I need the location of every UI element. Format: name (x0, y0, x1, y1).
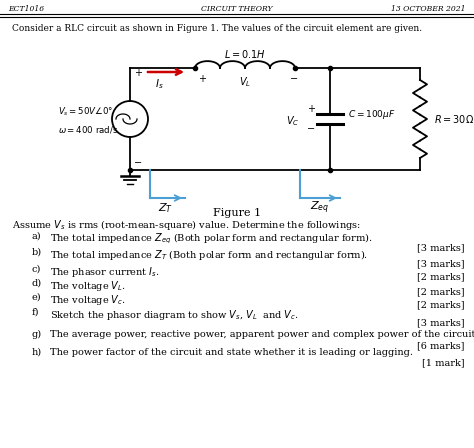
Text: [2 marks]: [2 marks] (418, 287, 465, 296)
Text: The voltage $V_L$.: The voltage $V_L$. (50, 279, 126, 293)
Text: ECT1016: ECT1016 (8, 5, 44, 13)
Text: b): b) (32, 248, 42, 257)
Text: 13 OCTOBER 2021: 13 OCTOBER 2021 (392, 5, 466, 13)
Text: [3 marks]: [3 marks] (418, 243, 465, 252)
Text: $R = 30\Omega$: $R = 30\Omega$ (434, 113, 474, 125)
Text: $L = 0.1H$: $L = 0.1H$ (224, 48, 266, 60)
Text: [3 marks]: [3 marks] (418, 259, 465, 268)
Text: Consider a RLC circuit as shown in Figure 1. The values of the circuit element a: Consider a RLC circuit as shown in Figur… (12, 24, 422, 33)
Text: The total impedance $Z_T$ (Both polar form and rectangular form).: The total impedance $Z_T$ (Both polar fo… (50, 248, 368, 262)
Text: Assume $V_s$ is rms (root-mean-square) value. Determine the followings:: Assume $V_s$ is rms (root-mean-square) v… (12, 218, 361, 232)
Text: +: + (134, 68, 142, 78)
Text: [3 marks]: [3 marks] (418, 318, 465, 327)
Text: +: + (307, 104, 315, 114)
Text: $I_s$: $I_s$ (155, 77, 164, 91)
Text: $V_s = 50V\angle 0°$: $V_s = 50V\angle 0°$ (58, 106, 113, 118)
Text: f): f) (32, 308, 39, 317)
Text: $V_C$: $V_C$ (286, 114, 299, 128)
Text: a): a) (32, 232, 42, 241)
Text: $\omega = 400\ \rm{rad/s}$: $\omega = 400\ \rm{rad/s}$ (58, 124, 118, 134)
Text: [6 marks]: [6 marks] (418, 341, 465, 350)
Text: d): d) (32, 279, 42, 288)
Text: $Z_{eq}$: $Z_{eq}$ (310, 200, 329, 216)
Text: CIRCUIT THEORY: CIRCUIT THEORY (201, 5, 273, 13)
Text: h): h) (32, 348, 42, 357)
Text: c): c) (32, 265, 41, 274)
Text: $C = 100\mu F$: $C = 100\mu F$ (348, 108, 395, 121)
Text: The total impedance $Z_{eq}$ (Both polar form and rectangular form).: The total impedance $Z_{eq}$ (Both polar… (50, 232, 373, 246)
Text: −: − (134, 158, 142, 168)
Text: [2 marks]: [2 marks] (418, 272, 465, 281)
Text: The power factor of the circuit and state whether it is leading or lagging.: The power factor of the circuit and stat… (50, 348, 413, 357)
Text: $Z_T$: $Z_T$ (158, 201, 173, 215)
Text: The phasor current $I_s$.: The phasor current $I_s$. (50, 265, 160, 279)
Text: The voltage $V_c$.: The voltage $V_c$. (50, 293, 126, 307)
Text: The average power, reactive power, apparent power and complex power of the circu: The average power, reactive power, appar… (50, 330, 474, 339)
Text: $V_L$: $V_L$ (239, 75, 251, 89)
Text: [2 marks]: [2 marks] (418, 300, 465, 309)
Text: e): e) (32, 293, 42, 302)
Text: +: + (198, 74, 206, 84)
Text: [1 mark]: [1 mark] (422, 358, 465, 367)
Text: Figure 1: Figure 1 (213, 208, 261, 218)
Text: −: − (290, 74, 298, 84)
Text: −: − (307, 124, 315, 134)
Text: Sketch the phasor diagram to show $V_s$, $V_L$  and $V_c$.: Sketch the phasor diagram to show $V_s$,… (50, 308, 299, 322)
Text: g): g) (32, 330, 42, 339)
